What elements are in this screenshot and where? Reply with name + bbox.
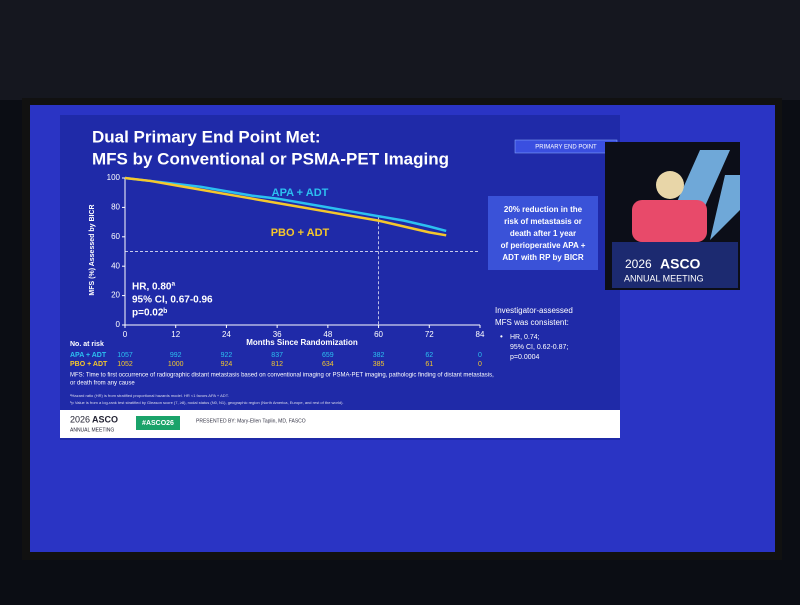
bullet-text: 95% CI, 0.62-0.87;: [510, 344, 568, 351]
screen-year: 2026: [625, 257, 652, 271]
series-line: [124, 176, 447, 233]
hashtag-box: [136, 416, 180, 430]
risk-count: 0: [478, 352, 482, 359]
footer-year: 2026: [70, 414, 90, 424]
note: or death from any cause: [70, 381, 135, 387]
y-tick-label: 20: [111, 291, 120, 300]
bullet-text: HR, 0.74;: [510, 334, 540, 341]
podium-sign: [612, 242, 738, 288]
ceiling: [0, 0, 800, 100]
x-tick-label: 72: [425, 330, 434, 339]
x-tick-label: 60: [374, 330, 383, 339]
callout-line: of perioperative APA +: [501, 241, 586, 250]
y-axis-label: MFS (%) Assessed by BICR: [89, 204, 96, 295]
risk-count: 837: [271, 352, 283, 359]
x-tick-label: 84: [476, 330, 485, 339]
y-tick-label: 40: [111, 261, 120, 270]
callout-line: 20% reduction in the: [504, 205, 583, 214]
annotation: HR, 0.80ª: [132, 282, 175, 293]
risk-count: 659: [322, 352, 334, 359]
callout-box: [488, 196, 598, 270]
x-tick-label: 36: [273, 330, 282, 339]
x-tick-label: 0: [123, 330, 128, 339]
risk-row-name: PBO + ADT: [70, 361, 108, 368]
bullet-text: p=0.0004: [510, 354, 539, 361]
x-axis-label: Months Since Randomization: [246, 338, 358, 347]
slide-content: [60, 115, 620, 440]
risk-count: 812: [271, 361, 283, 368]
risk-count: 62: [425, 352, 433, 359]
y-tick-label: 100: [107, 173, 121, 182]
y-tick-label: 60: [111, 232, 120, 241]
risk-count: 1000: [168, 361, 184, 368]
callout-line: ADT with RP by BICR: [502, 253, 583, 262]
y-tick-label: 80: [111, 203, 120, 212]
footnote: ªHazard ratio (HR) is from stratified pr…: [70, 393, 229, 398]
risk-count: 385: [373, 361, 385, 368]
x-tick-label: 24: [222, 330, 231, 339]
risk-count: 1052: [117, 361, 133, 368]
speaker-body: [632, 200, 707, 242]
risk-count: 922: [221, 352, 233, 359]
annotation: p=0.02ᵇ: [132, 308, 167, 319]
speaker-head: [656, 171, 684, 199]
callout-text: 20% reduction in the risk of metastasis o…: [501, 205, 586, 262]
callout-line: death after 1 year: [510, 229, 576, 238]
hashtag: #ASCO26: [142, 420, 174, 427]
badge-text: PRIMARY END POINT: [535, 145, 597, 151]
side-text: MFS was consistent:: [495, 318, 569, 327]
series-line: [124, 176, 447, 237]
side-text: Investigator-assessed: [495, 306, 573, 315]
risk-title: No. at risk: [70, 341, 104, 348]
screen-meeting: ANNUAL MEETING: [624, 273, 704, 283]
title-line: Dual Primary End Point Met:: [92, 127, 321, 146]
y-tick-label: 0: [116, 320, 121, 329]
bullet-dot: •: [500, 332, 503, 341]
risk-count: 1057: [117, 352, 133, 359]
title-line: MFS by Conventional or PSMA-PET Imaging: [92, 149, 449, 168]
x-tick-label: 12: [171, 330, 180, 339]
risk-count: 634: [322, 361, 334, 368]
risk-row-name: APA + ADT: [70, 352, 107, 359]
risk-count: 924: [221, 361, 233, 368]
risk-count: 61: [425, 361, 433, 368]
callout-line: risk of metastasis or: [504, 217, 582, 226]
legend-label: APA + ADT: [272, 187, 329, 199]
x-tick-label: 48: [323, 330, 332, 339]
risk-count: 382: [373, 352, 385, 359]
risk-count: 0: [478, 361, 482, 368]
footer-meeting: ANNUAL MEETING: [70, 427, 114, 433]
footnote: ᵇp Value is from a log-rank test stratif…: [70, 400, 344, 405]
legend-label: PBO + ADT: [271, 227, 330, 239]
note: MFS: Time to first occurrence of radiogr…: [70, 373, 494, 379]
annotation: 95% CI, 0.67-0.96: [132, 295, 213, 306]
risk-count: 992: [170, 352, 182, 359]
footer-brand: ASCO: [92, 414, 118, 424]
screen-brand: ASCO: [660, 256, 701, 272]
presenter: PRESENTED BY: Mary-Ellen Taplin, MD, FAS…: [196, 418, 306, 424]
